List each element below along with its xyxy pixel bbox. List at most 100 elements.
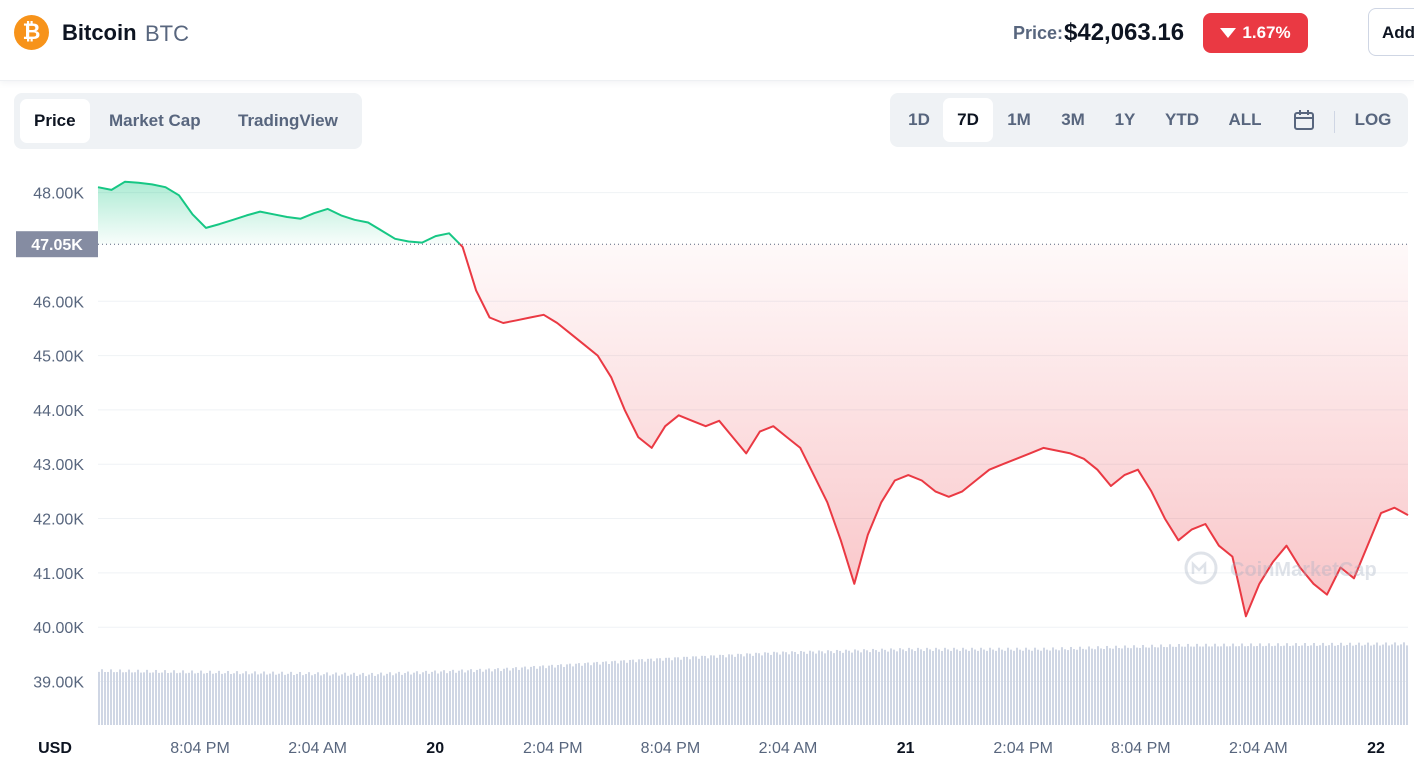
volume-bar (689, 659, 691, 725)
volume-bar (746, 653, 748, 725)
volume-bar (1232, 643, 1234, 725)
volume-bar (776, 652, 778, 725)
volume-bar (677, 657, 679, 725)
volume-bar (389, 672, 391, 725)
volume-bar (1346, 644, 1348, 725)
volume-bar (863, 649, 865, 725)
volume-bar (647, 658, 649, 725)
volume-bar (404, 673, 406, 725)
volume-bar (890, 648, 892, 725)
tab-market-cap[interactable]: Market Cap (109, 111, 201, 130)
tab-price[interactable]: Price (20, 99, 90, 143)
volume-bar (1205, 643, 1207, 725)
volume-bar (275, 674, 277, 725)
volume-bar (1220, 646, 1222, 725)
volume-bar (551, 664, 553, 725)
volume-bar (956, 649, 958, 725)
volume-bar (815, 653, 817, 725)
volume-bar (902, 649, 904, 725)
volume-bar (473, 672, 475, 725)
volume-bar (536, 668, 538, 725)
volume-bar (401, 674, 403, 725)
currency-label: USD (38, 740, 72, 757)
price-line-up (97, 180, 461, 245)
volume-bar (911, 649, 913, 725)
x-tick-label: 2:04 AM (1229, 740, 1288, 757)
volume-bar (719, 654, 721, 725)
volume-bar (449, 671, 451, 725)
volume-bar (485, 669, 487, 725)
volume-bar (1181, 646, 1183, 725)
volume-bar (617, 663, 619, 725)
volume-bar (1238, 646, 1240, 725)
calendar-icon[interactable] (1293, 109, 1315, 131)
volume-bar (257, 674, 259, 725)
volume-bar (728, 654, 730, 725)
volume-bar (809, 650, 811, 725)
volume-bar (881, 648, 883, 725)
volume-bar (836, 649, 838, 725)
volume-bar (737, 653, 739, 725)
volume-bar (143, 672, 145, 725)
volume-bar (1256, 645, 1258, 725)
volume-bar (443, 670, 445, 725)
volume-bar (1241, 643, 1243, 725)
volume-bar (422, 672, 424, 725)
y-tick-label: 48.00K (33, 186, 84, 203)
volume-bar (920, 649, 922, 725)
volume-bar (1046, 649, 1048, 725)
volume-bar (899, 648, 901, 725)
volume-bar (851, 652, 853, 725)
volume-bar (1349, 642, 1351, 725)
range-tab-7d[interactable]: 7D (943, 98, 993, 142)
volume-bar (734, 656, 736, 725)
volume-bar (491, 671, 493, 725)
volume-bar (1340, 642, 1342, 725)
volume-bar (692, 656, 694, 725)
area-above-reference (98, 181, 460, 245)
volume-bar (593, 662, 595, 725)
volume-bar (452, 669, 454, 725)
volume-bar (638, 659, 640, 725)
range-tab-all[interactable]: ALL (1228, 110, 1262, 129)
volume-bar (788, 654, 790, 725)
volume-bar (254, 671, 256, 725)
tab-tradingview[interactable]: TradingView (238, 111, 338, 130)
range-tab-1d[interactable]: 1D (908, 110, 930, 129)
volume-bar (1355, 644, 1357, 725)
range-tab-1y[interactable]: 1Y (1114, 110, 1136, 129)
volume-bar (554, 667, 556, 725)
volume-bar (383, 675, 385, 725)
volume-bar (806, 653, 808, 725)
volume-bar (905, 651, 907, 725)
volume-bar (1058, 650, 1060, 725)
volume-bar (191, 670, 193, 725)
range-tab-ytd[interactable]: YTD (1165, 110, 1199, 129)
log-scale-toggle[interactable]: LOG (1354, 110, 1392, 129)
volume-bar (245, 671, 247, 725)
volume-bar (134, 672, 136, 725)
volume-bar (206, 672, 208, 725)
volume-bar (1133, 645, 1135, 725)
volume-bar (953, 647, 955, 725)
volume-bar (1265, 645, 1267, 725)
volume-bar (176, 673, 178, 725)
volume-bar (1112, 648, 1114, 725)
volume-bar (623, 660, 625, 725)
volume-bar (521, 667, 523, 725)
volume-bar (266, 674, 268, 725)
volume-bar (341, 674, 343, 725)
volume-bar (704, 655, 706, 725)
volume-bar (1385, 642, 1387, 725)
volume-bar (935, 647, 937, 725)
volume-bar (233, 673, 235, 725)
range-tab-1m[interactable]: 1M (1007, 110, 1031, 129)
add-button[interactable]: Add (1368, 8, 1414, 56)
volume-bar (110, 669, 112, 725)
volume-bar (1043, 647, 1045, 725)
volume-bar (1163, 646, 1165, 725)
range-tab-3m[interactable]: 3M (1061, 110, 1085, 129)
volume-bar (179, 672, 181, 725)
volume-bar (659, 658, 661, 725)
volume-bar (1025, 647, 1027, 725)
